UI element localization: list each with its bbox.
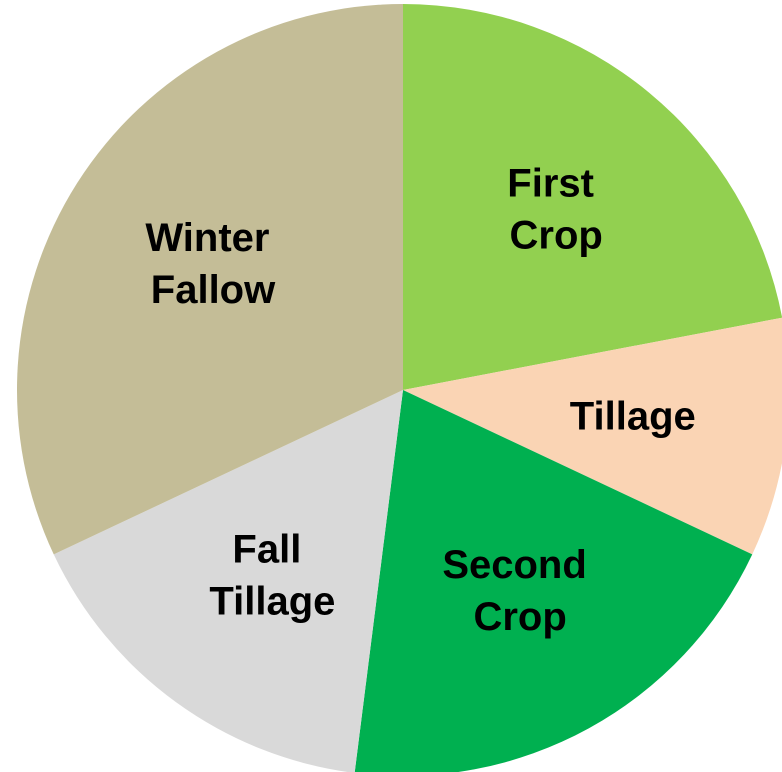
slice-label: First Crop: [498, 161, 602, 257]
pie-slice: [17, 4, 403, 555]
pie-slice: [403, 4, 782, 390]
slice-label: Second Crop: [442, 543, 586, 639]
slice-label: Fall Tillage: [198, 527, 335, 623]
pie-slice: [354, 390, 753, 772]
pie-slice: [403, 317, 782, 555]
slice-label: Winter Fallow: [140, 215, 276, 311]
pie-slice: [53, 390, 403, 772]
slice-label: Tillage: [570, 395, 696, 439]
